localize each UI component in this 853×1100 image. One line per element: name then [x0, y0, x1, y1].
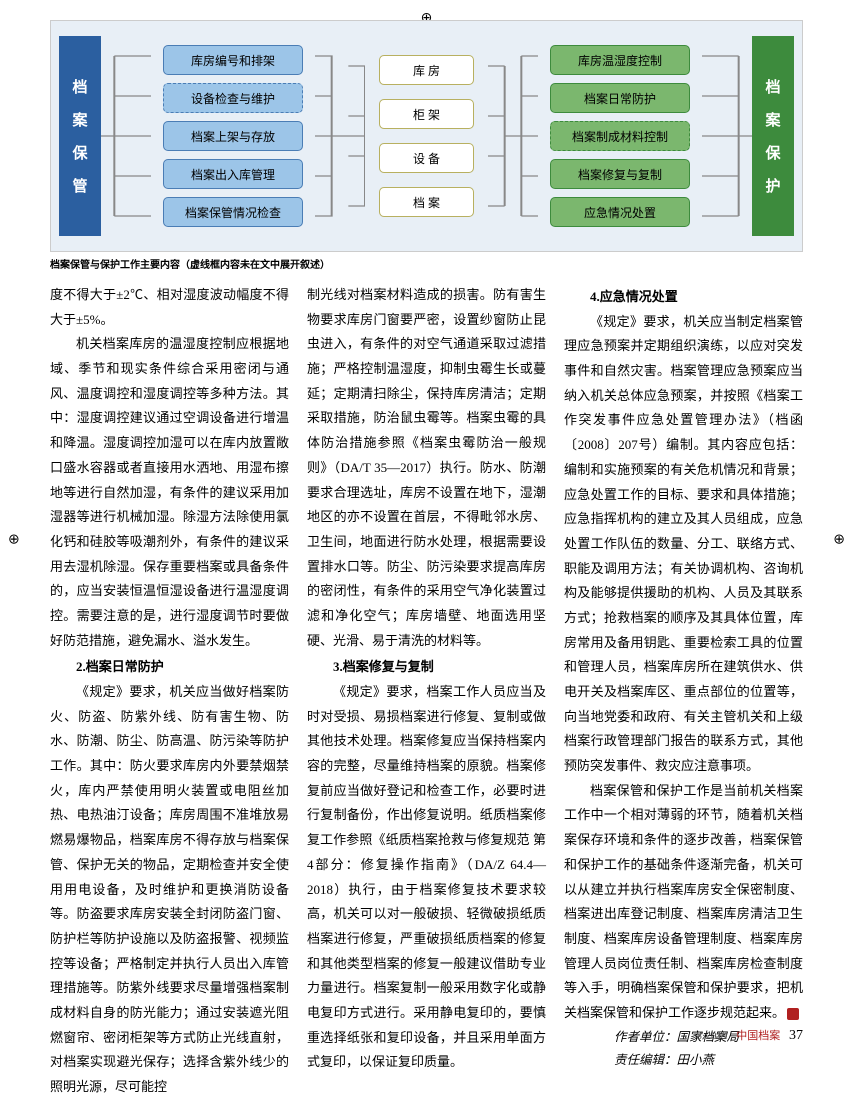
- diagram-node: 库房温湿度控制: [550, 45, 690, 75]
- issue-number: 8·2019: [696, 1030, 727, 1042]
- body-paragraph: 机关档案库房的温湿度控制应根据地域、季节和现实条件综合采用密闭与通风、温度调控和…: [50, 332, 289, 653]
- diagram-node: 档案保管情况检查: [163, 197, 303, 227]
- article-body: 度不得大于±2℃、相对湿度波动幅度不得大于±5%。 机关档案库房的温湿度控制应根…: [50, 283, 803, 1100]
- column-1: 度不得大于±2℃、相对湿度波动幅度不得大于±5%。 机关档案库房的温湿度控制应根…: [50, 283, 289, 1100]
- diagram-node: 柜 架: [379, 99, 474, 129]
- section-heading-2: 2.档案日常防护: [50, 655, 289, 680]
- diagram-node: 设 备: [379, 143, 474, 173]
- section-heading-4: 4.应急情况处置: [564, 285, 803, 310]
- page-footer: 8·2019 中国档案 37: [696, 1027, 803, 1044]
- left-nodes-column: 库房编号和排架设备检查与维护档案上架与存放档案出入库管理档案保管情况检查: [163, 45, 303, 227]
- body-paragraph: 制光线对档案材料造成的损害。防有害生物要求库房门窗要严密，设置纱窗防止昆虫进入，…: [307, 283, 546, 653]
- section-heading-3: 3.档案修复与复制: [307, 655, 546, 680]
- diagram-node: 设备检查与维护: [163, 83, 303, 113]
- body-paragraph: 档案保管和保护工作是当前机关档案工作中一个相对薄弱的环节，随着机关档案保存环境和…: [564, 779, 803, 1026]
- body-paragraph: 《规定》要求，档案工作人员应当及时对受损、易损档案进行修复、复制或做其他技术处理…: [307, 680, 546, 1075]
- registration-mark-right: ⊕: [833, 532, 845, 549]
- diagram-node: 档案上架与存放: [163, 121, 303, 151]
- page-number: 37: [789, 1028, 803, 1043]
- end-stamp-icon: [787, 1008, 799, 1020]
- right-bracket: [702, 36, 752, 236]
- body-paragraph: 《规定》要求，机关应当制定档案管理应急预案并定期组织演练，以应对突发事件和自然灾…: [564, 310, 803, 779]
- mid-left-connector: [315, 36, 365, 236]
- body-paragraph: 度不得大于±2℃、相对湿度波动幅度不得大于±5%。: [50, 283, 289, 332]
- middle-nodes-column: 库 房柜 架设 备档 案: [379, 55, 474, 217]
- left-bracket: [101, 36, 151, 236]
- diagram-node: 应急情况处置: [550, 197, 690, 227]
- diagram-node: 档案出入库管理: [163, 159, 303, 189]
- column-3: 4.应急情况处置 《规定》要求，机关应当制定档案管理应急预案并定期组织演练，以应…: [564, 283, 803, 1100]
- workflow-diagram: 档 案 保 管 库房编号和排架设备检查与维护档案上架与存放档案出入库管理档案保管…: [50, 20, 803, 252]
- right-nodes-column: 库房温湿度控制档案日常防护档案制成材料控制档案修复与复制应急情况处置: [550, 45, 690, 227]
- page-content: 档 案 保 管 库房编号和排架设备检查与维护档案上架与存放档案出入库管理档案保管…: [50, 20, 803, 1050]
- magazine-name: 中国档案: [736, 1030, 780, 1042]
- column-2: 制光线对档案材料造成的损害。防有害生物要求库房门窗要严密，设置纱窗防止昆虫进入，…: [307, 283, 546, 1100]
- diagram-node: 档案修复与复制: [550, 159, 690, 189]
- registration-mark-left: ⊕: [8, 532, 20, 549]
- diagram-node: 档 案: [379, 187, 474, 217]
- body-paragraph: 《规定》要求，机关应当做好档案防火、防盗、防紫外线、防有害生物、防水、防潮、防尘…: [50, 680, 289, 1100]
- editor-credit: 责任编辑：田小燕: [564, 1049, 803, 1073]
- right-category-label: 档 案 保 护: [752, 36, 794, 236]
- diagram-caption: 档案保管与保护工作主要内容（虚线框内容未在文中展开叙述）: [50, 256, 803, 271]
- diagram-node: 库 房: [379, 55, 474, 85]
- left-category-label: 档 案 保 管: [59, 36, 101, 236]
- mid-right-connector: [488, 36, 538, 236]
- diagram-node: 档案日常防护: [550, 83, 690, 113]
- diagram-node: 档案制成材料控制: [550, 121, 690, 151]
- diagram-node: 库房编号和排架: [163, 45, 303, 75]
